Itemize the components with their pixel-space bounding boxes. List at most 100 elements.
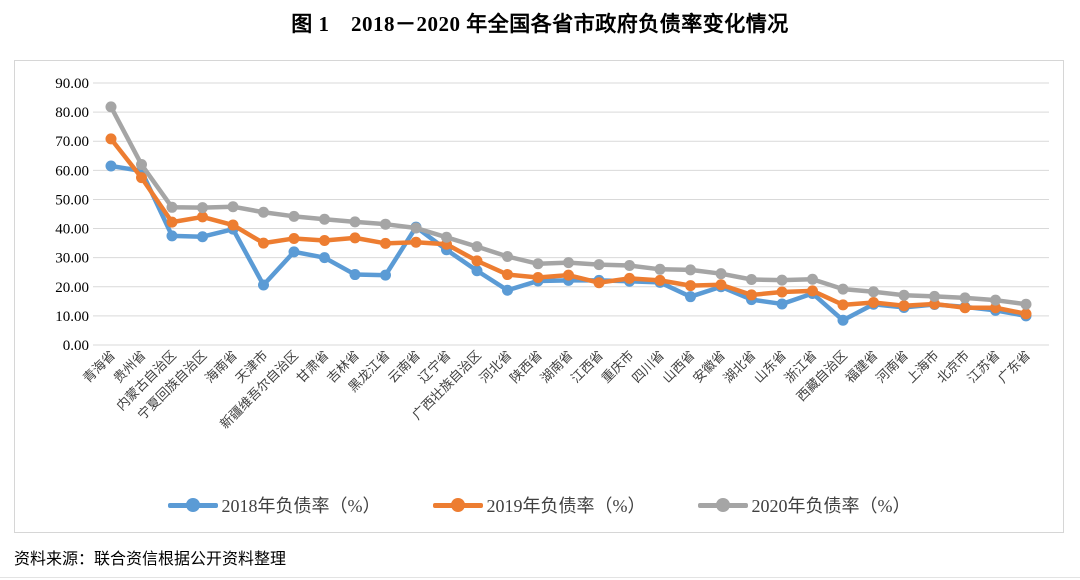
legend-label: 2019年负债率（%） — [486, 496, 646, 516]
data-point-marker — [258, 279, 269, 291]
legend-label: 2020年负债率（%） — [751, 496, 911, 516]
data-point-marker — [288, 232, 300, 244]
page-divider — [0, 577, 1080, 578]
x-axis-label: 上海市 — [903, 348, 941, 386]
line-marker-icon — [167, 498, 218, 512]
y-axis-tick-label: 10.00 — [55, 309, 89, 325]
data-point-marker — [136, 172, 147, 184]
data-point-marker — [166, 216, 178, 228]
line-marker-icon — [697, 498, 748, 512]
data-point-marker — [868, 286, 879, 298]
source-note: 资料来源：联合资信根据公开资料整理 — [14, 551, 287, 568]
data-point-marker — [776, 286, 788, 298]
data-point-marker — [502, 269, 513, 281]
data-point-marker — [654, 274, 666, 286]
chart-legend: 2018年负债率（%） 2019年负债率（%） 2020年负债率（%） — [15, 492, 1063, 518]
data-point-marker — [929, 298, 940, 310]
data-point-marker — [563, 269, 574, 281]
data-point-marker — [654, 263, 666, 275]
data-point-marker — [593, 277, 605, 289]
data-point-marker — [380, 218, 391, 230]
y-axis-tick-label: 50.00 — [55, 192, 89, 208]
x-axis-label: 甘肃省 — [293, 348, 331, 386]
data-point-marker — [624, 272, 635, 284]
x-axis-label: 湖北省 — [720, 348, 758, 386]
data-point-marker — [258, 206, 269, 218]
x-axis-label: 江苏省 — [964, 348, 1002, 386]
data-point-marker — [776, 274, 788, 286]
x-axis-label: 山东省 — [751, 348, 789, 386]
data-point-marker — [197, 231, 208, 243]
y-axis-tick-label: 40.00 — [55, 222, 89, 238]
data-point-marker — [898, 289, 910, 301]
data-point-marker — [288, 210, 300, 222]
data-point-marker — [319, 234, 330, 246]
data-point-marker — [227, 201, 239, 213]
data-point-marker — [532, 271, 544, 283]
data-point-marker — [776, 298, 788, 310]
x-axis-label: 湖南省 — [537, 348, 575, 386]
data-point-marker — [929, 290, 940, 302]
data-point-marker — [410, 222, 422, 234]
data-point-marker — [837, 314, 849, 326]
data-point-marker — [166, 230, 178, 242]
data-point-marker — [319, 252, 330, 264]
data-point-marker — [563, 257, 574, 269]
data-point-marker — [441, 231, 452, 243]
data-point-marker — [227, 219, 239, 231]
data-point-marker — [319, 213, 330, 225]
data-point-marker — [380, 269, 391, 281]
x-axis-label: 云南省 — [385, 348, 423, 386]
chart-frame: 0.00 10.00 20.00 30.00 40.00 50.00 60.00 70.00 8… — [14, 60, 1064, 533]
data-point-marker — [105, 101, 117, 113]
data-point-marker — [471, 255, 483, 267]
data-point-marker — [502, 284, 513, 296]
data-point-marker — [868, 296, 879, 308]
data-point-marker — [593, 259, 605, 271]
data-point-marker — [1020, 298, 1032, 310]
y-axis-tick-label: 20.00 — [55, 280, 89, 296]
data-point-marker — [380, 237, 391, 249]
data-point-marker — [685, 291, 696, 303]
data-point-marker — [197, 211, 208, 223]
data-point-marker — [166, 201, 178, 213]
legend-label: 2018年负债率（%） — [221, 496, 381, 516]
data-point-marker — [532, 258, 544, 270]
data-point-marker — [471, 265, 483, 277]
x-axis-label: 四川省 — [629, 348, 667, 386]
data-point-marker — [105, 160, 117, 172]
data-point-marker — [837, 299, 849, 311]
data-point-marker — [837, 283, 849, 295]
data-point-marker — [959, 292, 971, 304]
data-point-marker — [807, 285, 818, 297]
data-point-marker — [349, 269, 361, 281]
data-point-marker — [349, 216, 361, 228]
x-axis-label: 江西省 — [568, 348, 606, 386]
x-axis-label: 陕西省 — [507, 348, 545, 386]
x-axis-label: 山西省 — [659, 348, 697, 386]
data-point-marker — [288, 246, 300, 258]
data-point-marker — [258, 237, 269, 249]
x-axis-label: 安徽省 — [690, 348, 728, 386]
x-axis-label: 广东省 — [995, 348, 1033, 386]
figure-title: 图 1 2018－2020 年全国各省市政府负债率变化情况 — [291, 12, 789, 36]
data-point-marker — [807, 273, 818, 285]
data-point-marker — [502, 251, 513, 263]
data-point-marker — [197, 202, 208, 214]
x-axis-label: 重庆市 — [598, 348, 636, 386]
x-axis-label: 福建省 — [842, 348, 880, 386]
data-point-marker — [715, 268, 727, 280]
y-axis-tick-label: 70.00 — [55, 134, 89, 150]
data-point-marker — [1020, 308, 1032, 320]
data-point-marker — [410, 236, 422, 248]
data-point-marker — [471, 241, 483, 253]
legend-item-2020: 2020年负债率（%） — [697, 492, 911, 518]
data-point-marker — [898, 300, 910, 312]
data-point-marker — [624, 260, 635, 272]
data-point-marker — [959, 302, 971, 314]
data-point-marker — [715, 279, 727, 291]
series-line — [108, 163, 1029, 323]
data-point-marker — [746, 274, 757, 285]
data-point-marker — [136, 159, 147, 171]
data-point-marker — [990, 302, 1001, 314]
